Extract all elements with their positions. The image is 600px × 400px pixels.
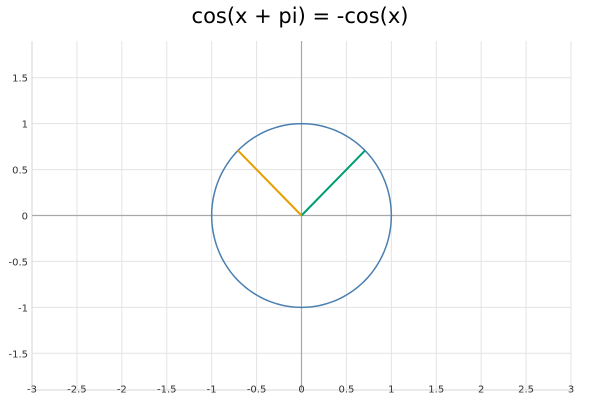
radius-segment-series	[300, 149, 366, 217]
y-tick-label: 1	[22, 120, 28, 131]
x-tick-label: 0	[298, 385, 304, 396]
x-tick-label: 1.5	[428, 385, 444, 396]
x-tick-label: -1	[207, 385, 217, 396]
x-tick-label: 0.5	[338, 385, 354, 396]
chart-title: cos(x + pi) = -cos(x)	[191, 4, 409, 28]
y-tick-label: 0.5	[12, 166, 28, 177]
x-tick-label: 2.5	[518, 385, 534, 396]
y-tick-label: 1.5	[12, 74, 28, 85]
y-tick-label: -1	[18, 303, 28, 314]
tick-labels: -3 -2.5 -2 -1.5 -1 -0.5 0 0.5 1 1.5 2 2.5 3 -1.5 -1 -0.…	[8, 74, 574, 396]
series-layer	[210, 122, 393, 309]
radius-segment-series	[237, 149, 303, 217]
y-tick-label: -0.5	[8, 257, 28, 268]
unit-circle-series	[210, 122, 393, 309]
x-tick-label: -3	[27, 385, 37, 396]
x-tick-label: 1	[388, 385, 394, 396]
x-tick-label: -1.5	[157, 385, 177, 396]
x-tick-label: -2	[117, 385, 127, 396]
x-tick-label: -2.5	[67, 385, 87, 396]
y-tick-label: 0	[22, 212, 28, 223]
x-tick-label: -0.5	[247, 385, 267, 396]
x-tick-label: 2	[478, 385, 484, 396]
x-tick-label: 3	[568, 385, 574, 396]
y-tick-label: -1.5	[8, 349, 28, 360]
